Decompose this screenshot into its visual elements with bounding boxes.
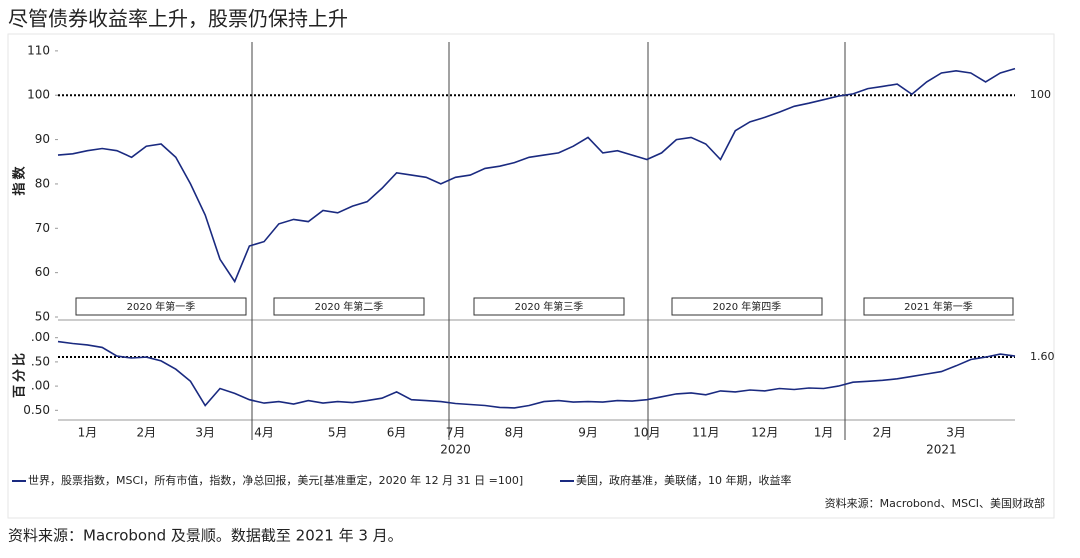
y-tick-label: 60 (35, 265, 50, 279)
quarter-label: 2020 年第一季 (127, 300, 196, 313)
x-tick-label: 4月 (254, 426, 274, 440)
x-tick-label: 3月 (195, 426, 215, 440)
reference-label: 1.60 (1030, 350, 1055, 363)
quarter-label: 2020 年第四季 (713, 300, 782, 313)
x-tick-label: 9月 (578, 426, 598, 440)
legend-item: 世界，股票指数，MSCI，所有市值，指数，净总回报，美元[基准重定，2020 年… (12, 473, 552, 489)
year-label: 2021 (926, 443, 957, 457)
x-tick-label: 1月 (78, 426, 98, 440)
x-tick-label: 11月 (692, 426, 719, 440)
y-tick-label: .00 (31, 330, 50, 344)
x-tick-label: 2月 (873, 426, 893, 440)
year-label: 2020 (440, 443, 471, 457)
y-tick-label: 50 (35, 310, 50, 324)
y-tick-label: 80 (35, 176, 50, 190)
legend-label: 世界，股票指数，MSCI，所有市值，指数，净总回报，美元[基准重定，2020 年… (28, 474, 524, 487)
quarter-box (75, 297, 247, 316)
y-tick-label: 110 (27, 43, 50, 57)
x-tick-label: 3月 (946, 426, 966, 440)
footnote: 资料来源：Macrobond 及景顺。数据截至 2021 年 3 月。 (8, 527, 403, 545)
y-tick-label: .50 (31, 354, 50, 368)
x-tick-label: 2月 (137, 426, 157, 440)
x-tick-label: 5月 (328, 426, 348, 440)
quarter-label: 2020 年第二季 (315, 300, 384, 313)
legend-swatch (12, 480, 26, 482)
chart-frame (7, 33, 1055, 519)
x-tick-label: 7月 (446, 426, 466, 440)
quarter-label: 2020 年第三季 (515, 300, 584, 313)
y-tick-label: 70 (35, 221, 50, 235)
x-tick-label: 12月 (751, 426, 778, 440)
x-tick-label: 8月 (505, 426, 525, 440)
chart-title: 尽管债券收益率上升，股票仍保持上升 (8, 7, 348, 31)
source-inner: 资料来源：Macrobond、MSCI、美国财政部 (825, 496, 1045, 510)
x-tick-label: 1月 (814, 426, 834, 440)
y-axis-label: 指数 (12, 163, 28, 195)
x-tick-label: 6月 (387, 426, 407, 440)
y-axis-label: 百分比 (12, 350, 28, 398)
legend-swatch (560, 480, 574, 482)
quarter-box (863, 297, 1014, 316)
quarter-box (273, 297, 425, 316)
y-tick-label: 100 (27, 88, 50, 102)
line-series (57, 340, 1016, 409)
y-tick-label: .00 (31, 379, 50, 393)
legend-label: 美国，政府基准，美联储，10 年期，收益率 (576, 474, 792, 487)
line-series (57, 67, 1016, 284)
quarter-label: 2021 年第一季 (904, 300, 973, 313)
x-tick-label: 10月 (633, 426, 660, 440)
legend-item: 美国，政府基准，美联储，10 年期，收益率 (560, 473, 860, 489)
quarter-box (671, 297, 823, 316)
quarter-box (473, 297, 625, 316)
reference-label: 100 (1030, 88, 1051, 101)
quarter-lines (251, 42, 846, 440)
y-tick-label: 90 (35, 132, 50, 146)
y-tick-label: 0.50 (23, 403, 50, 417)
